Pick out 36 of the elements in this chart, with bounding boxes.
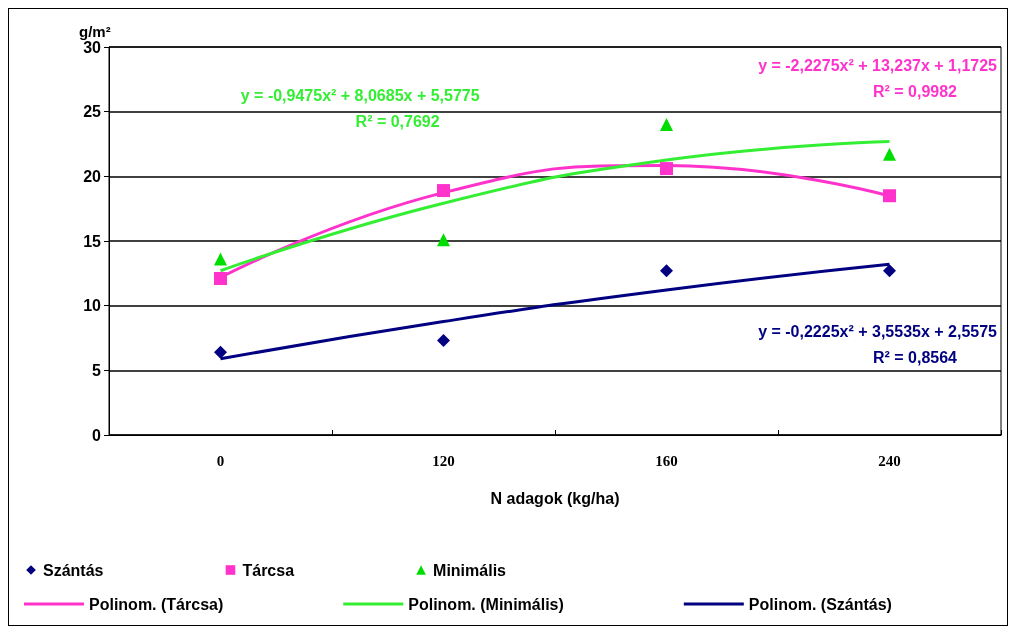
point: [214, 345, 227, 359]
legend-label: Tárcsa: [242, 561, 295, 579]
legend-label: Polinom. (Szántás): [748, 595, 892, 613]
point: [437, 233, 450, 247]
point: [214, 252, 227, 266]
point: [437, 184, 450, 198]
annotation: y = -2,2275x² + 13,237x + 1,1725: [758, 56, 998, 74]
legend-label: Polinom. (Minimális): [408, 595, 564, 613]
point: [214, 272, 227, 286]
point: [437, 334, 450, 348]
y-tick-label: 0: [92, 426, 102, 444]
x-tick-label: 0: [216, 452, 225, 469]
legend-label: Minimális: [433, 561, 507, 579]
annotation: y = -0,9475x² + 8,0685x + 5,5775: [240, 86, 480, 104]
y-tick-label: 25: [83, 103, 102, 121]
point: [883, 189, 896, 203]
point: [883, 264, 896, 278]
x-tick-label: 160: [655, 452, 678, 469]
y-tick-label: 20: [83, 167, 102, 185]
point: [660, 264, 673, 278]
y-tick-label: 15: [83, 232, 102, 250]
point: [883, 147, 896, 161]
point: [660, 162, 673, 176]
x-tick-label: 240: [878, 452, 901, 469]
y-tick-label: 5: [92, 361, 102, 379]
point: [660, 118, 673, 132]
annotation: R² = 0,9982: [872, 82, 958, 100]
legend-label: Szántás: [43, 561, 104, 579]
legend-label: Polinom. (Tárcsa): [89, 595, 224, 613]
y-axis-title: g/m²: [79, 23, 111, 41]
x-tick-label: 120: [432, 452, 455, 469]
y-tick-label: 10: [83, 297, 102, 315]
annotation: R² = 0,8564: [872, 348, 958, 366]
annotation: R² = 0,7692: [355, 112, 440, 130]
annotation: y = -0,2225x² + 3,5535x + 2,5575: [758, 322, 998, 340]
x-axis-title: N adagok (kg/ha): [490, 489, 620, 507]
